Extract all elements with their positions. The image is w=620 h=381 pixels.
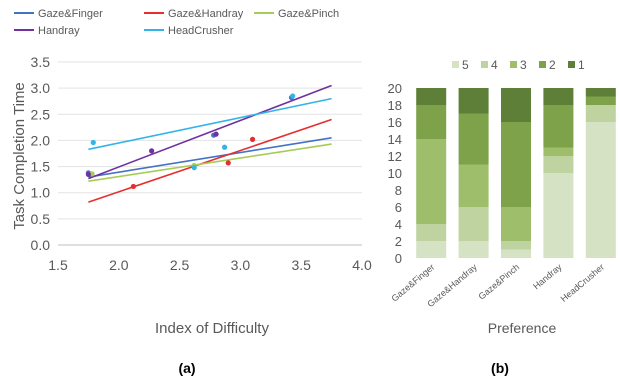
scatter-panel: 0.0 0.5 1.0 1.5 2.0 2.5 3.0 3.5 1.5 2.0 2.5 3.0 3.5 4… bbox=[11, 8, 372, 376]
bar-segment bbox=[585, 105, 616, 122]
x-tick-label: 4.0 bbox=[352, 257, 372, 273]
legend-swatch bbox=[452, 61, 459, 68]
bar-segment bbox=[416, 224, 447, 241]
scatter-points bbox=[85, 93, 296, 190]
y-tick-label: 14 bbox=[388, 132, 402, 147]
bar-legend: 5 4 3 2 1 bbox=[452, 58, 585, 72]
y-tick-label: 0.5 bbox=[31, 211, 51, 227]
data-point bbox=[213, 131, 219, 137]
scatter-grid bbox=[58, 61, 362, 246]
legend-swatch bbox=[568, 61, 575, 68]
legend-label: 5 bbox=[462, 58, 469, 72]
bar-segment bbox=[501, 88, 531, 122]
legend-label: 4 bbox=[491, 58, 498, 72]
bar-segment bbox=[501, 207, 531, 241]
trend-line bbox=[88, 84, 332, 180]
bar-segment bbox=[501, 249, 531, 258]
y-tick-label: 4 bbox=[395, 217, 402, 232]
data-point bbox=[290, 93, 296, 99]
scatter-x-axis-label: Index of Difficulty bbox=[155, 320, 269, 337]
bar-segment bbox=[585, 96, 616, 105]
bar-segment bbox=[543, 173, 574, 258]
x-tick-label: 3.0 bbox=[231, 257, 251, 273]
scatter-tick-labels: 0.0 0.5 1.0 1.5 2.0 2.5 3.0 3.5 1.5 2.0 2.5 3.0 3.5 4… bbox=[31, 54, 372, 273]
data-point bbox=[221, 144, 228, 150]
bar-segment bbox=[501, 122, 531, 207]
bar-segment bbox=[543, 147, 574, 156]
legend-label: 3 bbox=[520, 58, 527, 72]
y-tick-label: 2.0 bbox=[31, 132, 51, 148]
bar-segment bbox=[416, 105, 447, 139]
bar-segment bbox=[501, 241, 531, 250]
bar-segment bbox=[585, 122, 616, 258]
y-tick-label: 16 bbox=[388, 115, 402, 130]
panel-label-b: (b) bbox=[491, 360, 509, 376]
bar-segment bbox=[416, 139, 447, 224]
bar-segment bbox=[416, 88, 447, 105]
y-tick-label: 10 bbox=[388, 166, 402, 181]
legend-swatch bbox=[481, 61, 488, 68]
y-tick-label: 8 bbox=[395, 183, 402, 198]
stacked-bar-panel: 02468101214161820Gaze&FingerGaze&Handray… bbox=[388, 58, 616, 376]
data-point bbox=[130, 183, 136, 190]
scatter-y-axis-label: Task Completion Time bbox=[11, 82, 28, 230]
y-tick-label: 1.0 bbox=[31, 185, 51, 201]
legend-label: HeadCrusher bbox=[168, 25, 234, 37]
data-point bbox=[191, 165, 197, 171]
category-label: Handray bbox=[531, 262, 564, 292]
legend-label: Gaze&Finger bbox=[38, 8, 103, 20]
bar-segment bbox=[458, 164, 489, 207]
panel-label-a: (a) bbox=[178, 360, 195, 376]
x-tick-label: 1.5 bbox=[48, 257, 68, 273]
trend-line bbox=[88, 137, 332, 178]
bar-segment bbox=[585, 88, 616, 97]
legend-swatch bbox=[510, 61, 517, 68]
y-tick-label: 18 bbox=[388, 98, 402, 113]
legend-label: 2 bbox=[549, 58, 556, 72]
data-point bbox=[149, 148, 155, 154]
y-tick-label: 0.0 bbox=[31, 237, 51, 253]
bar-segment bbox=[458, 207, 489, 241]
category-label: Gaze&Pinch bbox=[477, 262, 522, 302]
y-tick-label: 1.5 bbox=[31, 159, 51, 175]
bar-segment bbox=[543, 88, 574, 105]
x-tick-label: 3.5 bbox=[291, 257, 311, 273]
scatter-legend: Gaze&Finger Gaze&Handray Gaze&Pinch Handray… bbox=[14, 8, 339, 37]
legend-label: Handray bbox=[38, 25, 80, 37]
y-tick-label: 0 bbox=[395, 251, 402, 266]
trend-line bbox=[88, 97, 332, 151]
bar-segment bbox=[543, 156, 574, 173]
data-point bbox=[85, 171, 91, 178]
data-point bbox=[90, 139, 96, 146]
scatter-trend-lines bbox=[88, 84, 332, 203]
data-point bbox=[249, 136, 256, 142]
y-tick-label: 6 bbox=[395, 200, 402, 215]
bar-x-axis-label: Preference bbox=[488, 320, 557, 336]
category-label: HeadCrusher bbox=[559, 262, 606, 304]
legend-label: 1 bbox=[578, 58, 585, 72]
x-tick-label: 2.0 bbox=[109, 257, 129, 273]
trend-line bbox=[88, 118, 332, 203]
legend-label: Gaze&Handray bbox=[168, 8, 244, 20]
data-point bbox=[225, 160, 231, 166]
y-tick-label: 3.5 bbox=[31, 54, 51, 70]
y-tick-label: 2 bbox=[395, 234, 402, 249]
bar-segment bbox=[458, 241, 489, 258]
bar-segment bbox=[458, 88, 489, 114]
y-tick-label: 20 bbox=[388, 81, 402, 96]
y-tick-label: 12 bbox=[388, 149, 402, 164]
y-tick-label: 3.0 bbox=[31, 80, 51, 96]
stacked-bars bbox=[416, 88, 616, 258]
legend-label: Gaze&Pinch bbox=[278, 8, 339, 20]
bar-segment bbox=[543, 105, 574, 148]
legend-swatch bbox=[539, 61, 546, 68]
x-tick-label: 2.5 bbox=[170, 257, 190, 273]
bar-segment bbox=[416, 241, 447, 258]
trend-line bbox=[88, 143, 332, 183]
y-tick-label: 2.5 bbox=[31, 106, 51, 122]
bar-segment bbox=[458, 113, 489, 165]
